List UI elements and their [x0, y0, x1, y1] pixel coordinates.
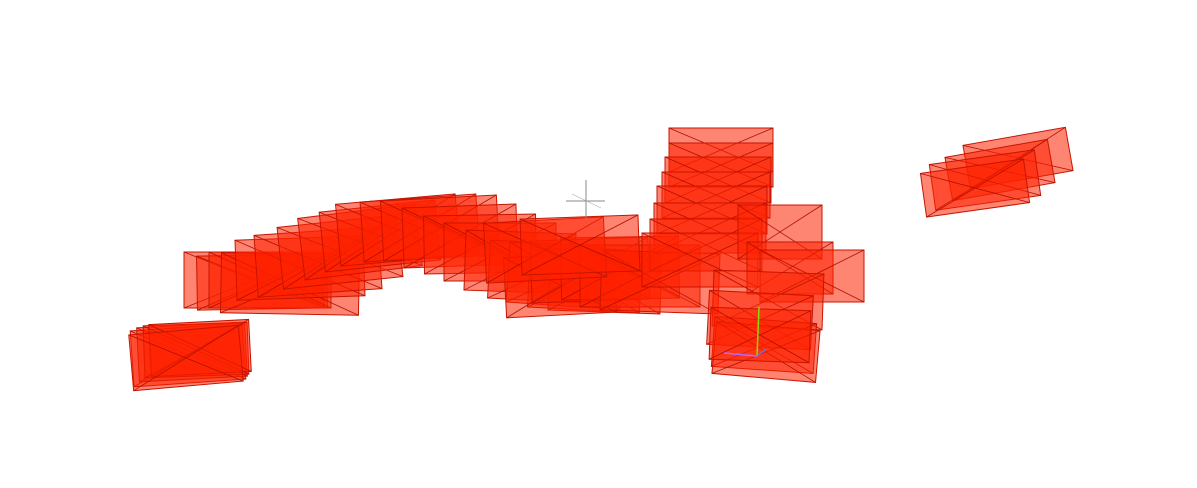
camera-frustum[interactable] [708, 306, 812, 364]
camera-frustum[interactable] [919, 158, 1031, 218]
frustum-edge [133, 324, 239, 392]
camera-frustum[interactable] [128, 324, 244, 392]
frustum-edge [708, 310, 812, 360]
axis-gizmo[interactable] [723, 306, 766, 357]
gizmo-x-axis [723, 352, 758, 357]
frustum-edge [521, 214, 639, 276]
camera-frustums-group [128, 126, 1074, 392]
orbit-pivot-crosshair-icon[interactable] [566, 180, 605, 220]
camera-frustum[interactable] [519, 214, 641, 276]
gizmo-y-axis [756, 306, 760, 357]
frustum-edge [926, 158, 1024, 218]
gizmo-z-axis [756, 349, 766, 357]
